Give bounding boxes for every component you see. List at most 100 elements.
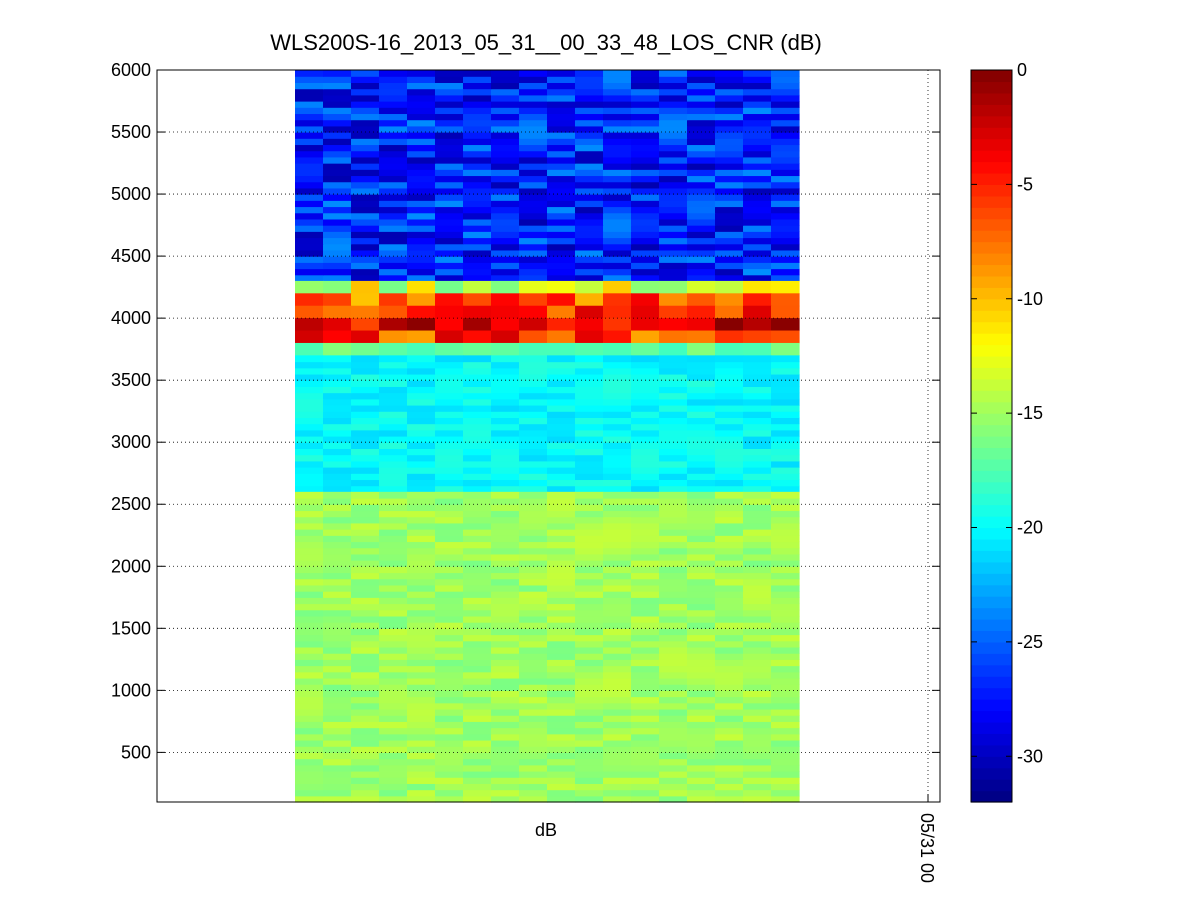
heatmap-cell	[547, 777, 576, 784]
heatmap-cell	[603, 566, 632, 574]
heatmap-cell	[743, 690, 772, 698]
heatmap-cell	[743, 132, 772, 139]
heatmap-cell	[519, 454, 548, 462]
heatmap-cell	[771, 795, 800, 803]
heatmap-cell	[743, 367, 772, 375]
heatmap-cell	[323, 628, 352, 636]
heatmap-cell	[295, 659, 324, 667]
heatmap-cell	[715, 677, 744, 685]
heatmap-cell	[323, 76, 352, 83]
heatmap-cell	[519, 386, 548, 394]
heatmap-cell	[631, 603, 660, 611]
heatmap-cell	[351, 498, 380, 505]
heatmap-cell	[295, 603, 324, 611]
heatmap-cell	[435, 280, 464, 294]
heatmap-cell	[463, 70, 492, 77]
heatmap-cell	[743, 175, 772, 183]
heatmap-cell	[631, 187, 660, 195]
heatmap-cell	[351, 727, 380, 735]
heatmap-cell	[547, 88, 576, 96]
colorbar-swatch	[971, 298, 1012, 311]
heatmap-cell	[519, 764, 548, 772]
colorbar-swatch	[971, 401, 1012, 414]
heatmap-cell	[575, 256, 604, 263]
heatmap-cell	[743, 169, 772, 177]
heatmap-cell	[631, 553, 660, 561]
heatmap-cell	[351, 721, 380, 729]
heatmap-cell	[295, 138, 324, 146]
heatmap-cell	[715, 628, 744, 636]
heatmap-cell	[659, 708, 688, 716]
heatmap-cell	[547, 640, 576, 648]
heatmap-cell	[519, 119, 548, 127]
heatmap-cell	[575, 76, 604, 83]
heatmap-cell	[463, 628, 492, 636]
colorbar-swatch	[971, 367, 1012, 380]
heatmap-cell	[407, 597, 436, 605]
colorbar-tick-label: -20	[1017, 518, 1043, 538]
heatmap-cell	[771, 225, 800, 232]
heatmap-cell	[463, 541, 492, 549]
heatmap-cell	[715, 175, 744, 183]
heatmap-cell	[379, 107, 408, 115]
heatmap-cell	[407, 262, 436, 270]
heatmap-cell	[519, 243, 548, 251]
heatmap-cell	[379, 262, 408, 270]
heatmap-cell	[519, 634, 548, 642]
heatmap-cell	[659, 88, 688, 96]
heatmap-cell	[351, 293, 380, 307]
heatmap-cell	[435, 212, 464, 220]
heatmap-cell	[435, 733, 464, 741]
heatmap-cell	[603, 181, 632, 189]
colorbar-swatch	[971, 81, 1012, 94]
heatmap-cell	[295, 392, 324, 400]
heatmap-cell	[771, 566, 800, 574]
heatmap-cell	[351, 510, 380, 518]
heatmap-cell	[547, 727, 576, 735]
heatmap-cell	[715, 330, 744, 344]
heatmap-cell	[323, 473, 352, 481]
heatmap-cell	[407, 138, 436, 146]
heatmap-cell	[575, 70, 604, 77]
heatmap-cell	[687, 94, 716, 102]
heatmap-cell	[435, 367, 464, 375]
heatmap-cell	[295, 504, 324, 512]
heatmap-cell	[715, 783, 744, 791]
heatmap-cell	[659, 553, 688, 561]
heatmap-cell	[771, 200, 800, 208]
heatmap-cell	[323, 727, 352, 735]
heatmap-cell	[379, 640, 408, 648]
heatmap-cell	[379, 355, 408, 363]
heatmap-cell	[715, 107, 744, 115]
y-tick-label: 3000	[111, 432, 151, 452]
heatmap-cell	[575, 330, 604, 344]
heatmap-cell	[295, 243, 324, 251]
colorbar-swatch	[971, 744, 1012, 757]
heatmap-cell	[379, 677, 408, 685]
y-axis: 5001000150020002500300035004000450050005…	[111, 60, 940, 762]
heatmap-cell	[771, 603, 800, 611]
heatmap-cell	[323, 268, 352, 276]
heatmap-cell	[379, 249, 408, 257]
heatmap-cell	[547, 231, 576, 239]
heatmap-cell	[771, 305, 800, 319]
colorbar-swatch	[971, 264, 1012, 277]
heatmap-cell	[407, 467, 436, 474]
heatmap-cell	[603, 522, 632, 530]
heatmap-cell	[379, 795, 408, 803]
heatmap-cell	[463, 225, 492, 232]
heatmap-cell	[575, 560, 604, 567]
heatmap-cell	[519, 175, 548, 183]
heatmap-cell	[491, 603, 520, 611]
heatmap-cell	[519, 615, 548, 623]
heatmap-cell	[519, 702, 548, 710]
heatmap-cell	[631, 529, 660, 536]
heatmap-cell	[379, 758, 408, 766]
heatmap-cell	[435, 101, 464, 108]
heatmap-cell	[603, 82, 632, 90]
heatmap-cell	[323, 342, 352, 356]
heatmap-cell	[435, 491, 464, 499]
heatmap-cell	[407, 578, 436, 586]
y-tick-label: 2000	[111, 556, 151, 576]
heatmap-cell	[407, 404, 436, 412]
